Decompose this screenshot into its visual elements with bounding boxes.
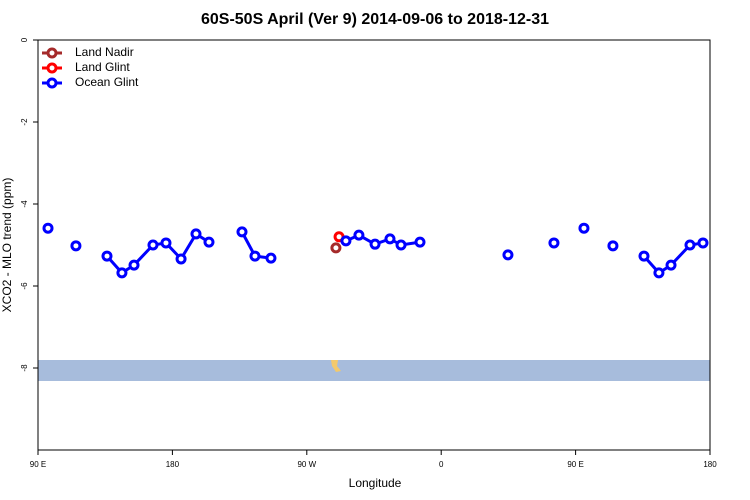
data-point xyxy=(160,237,172,249)
y-tick-label: -2 xyxy=(20,118,29,126)
x-tick-label: 0 xyxy=(439,460,444,469)
x-tick-label: 90 W xyxy=(297,460,316,469)
legend: Land Nadir Land Glint Ocean Glint xyxy=(42,45,139,89)
legend-swatch-marker xyxy=(46,77,58,89)
data-point xyxy=(665,259,677,271)
y-tick-label: -8 xyxy=(20,364,29,372)
chart-title: 60S-50S April (Ver 9) 2014-09-06 to 2018… xyxy=(201,11,549,28)
data-point xyxy=(203,236,215,248)
land-shape xyxy=(331,360,341,372)
data-point xyxy=(578,222,590,234)
x-axis-label: Longitude xyxy=(349,476,402,490)
legend-label: Ocean Glint xyxy=(75,75,139,89)
legend-swatch-marker xyxy=(46,62,58,74)
y-axis-label: XCO2 - MLO trend (ppm) xyxy=(0,178,14,313)
data-point xyxy=(330,242,342,254)
data-point xyxy=(395,239,407,251)
data-point xyxy=(697,237,709,249)
data-point xyxy=(384,233,396,245)
data-point xyxy=(548,237,560,249)
data-point xyxy=(414,236,426,248)
data-point xyxy=(190,228,202,240)
data-point xyxy=(249,250,261,262)
legend-label: Land Nadir xyxy=(75,45,134,59)
data-point xyxy=(369,238,381,250)
data-point xyxy=(42,222,54,234)
land-band xyxy=(38,360,710,381)
plot-frame xyxy=(37,39,711,451)
x-tick-label: 90 E xyxy=(567,460,583,469)
legend-label: Land Glint xyxy=(75,60,130,74)
data-point xyxy=(265,252,277,264)
data-point xyxy=(128,259,140,271)
data-point xyxy=(353,229,365,241)
data-point xyxy=(638,250,650,262)
x-tick-label: 180 xyxy=(166,460,180,469)
y-tick-label: -6 xyxy=(20,282,29,290)
data-point xyxy=(175,253,187,265)
data-point xyxy=(653,267,665,279)
x-tick-label: 90 E xyxy=(30,460,46,469)
data-point xyxy=(684,239,696,251)
data-point xyxy=(116,267,128,279)
data-point xyxy=(147,239,159,251)
data-point xyxy=(101,250,113,262)
y-tick-label: -4 xyxy=(20,200,29,208)
data-point xyxy=(607,240,619,252)
data-point xyxy=(502,249,514,261)
legend-swatch-marker xyxy=(46,47,58,59)
data-point xyxy=(70,240,82,252)
y-tick-label: 0 xyxy=(20,37,29,42)
x-tick-label: 180 xyxy=(703,460,717,469)
data-point xyxy=(340,235,352,247)
data-point xyxy=(236,226,248,238)
